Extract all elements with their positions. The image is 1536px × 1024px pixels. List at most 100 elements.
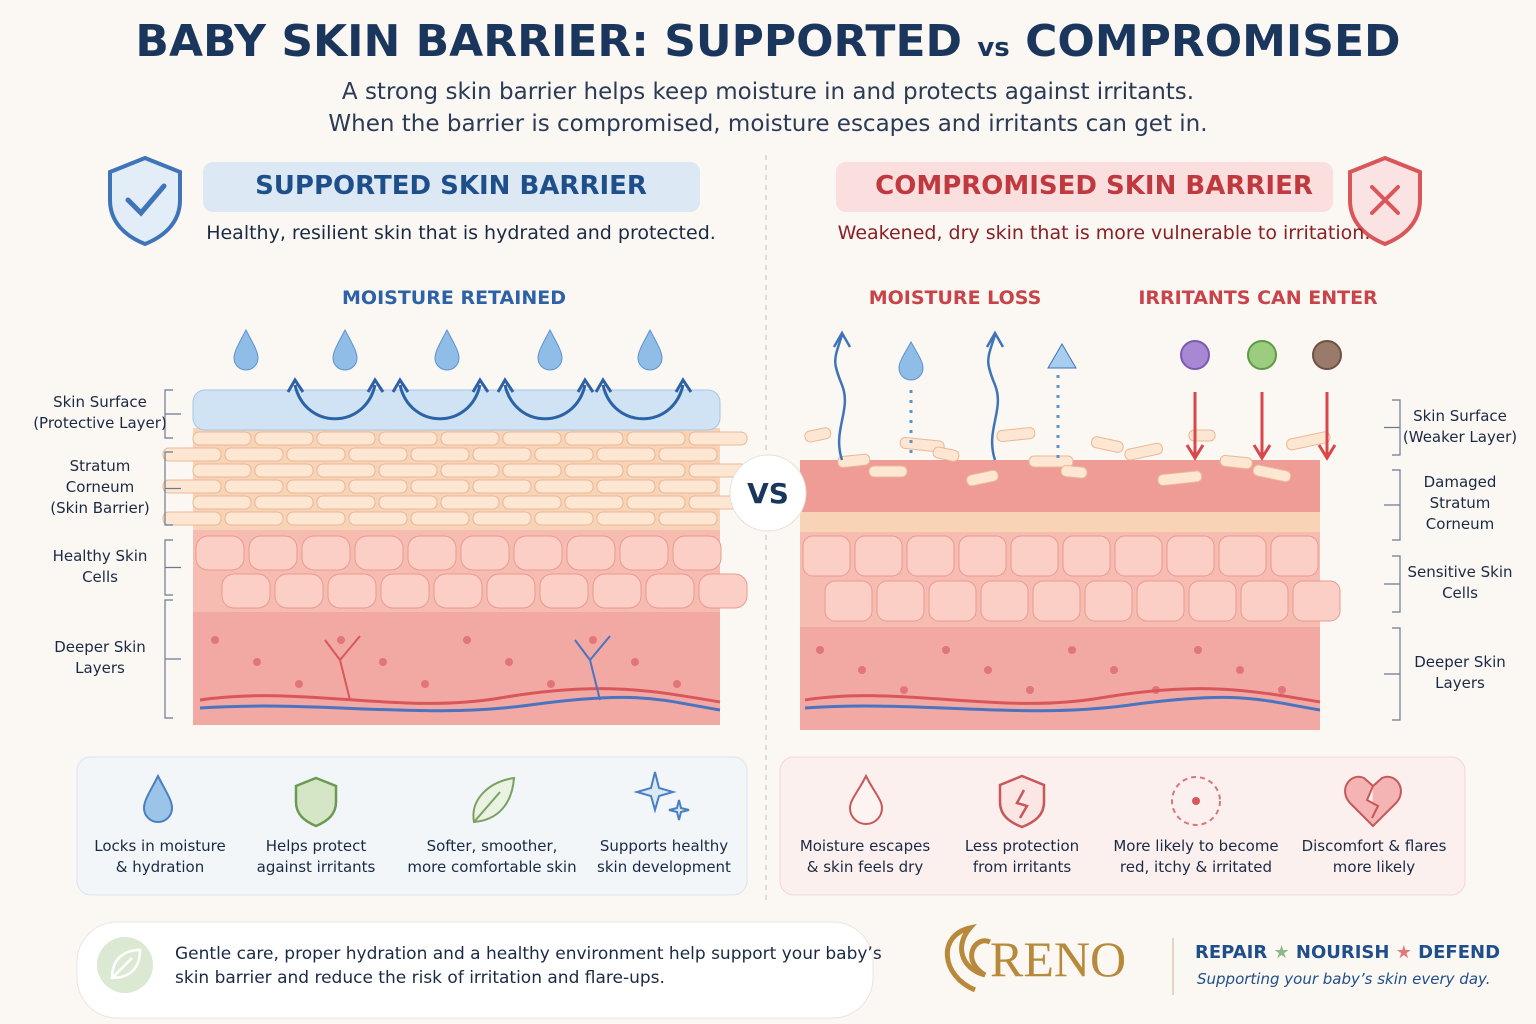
corneum-brick [348, 511, 408, 526]
deep-dot [900, 686, 908, 694]
corneum-brick [286, 447, 346, 462]
corneum-band [800, 512, 1320, 532]
skin-cell [698, 573, 748, 609]
shield-icon [998, 774, 1046, 829]
layer-label-line: Cells [1442, 584, 1478, 602]
layer-label-line: Layers [75, 659, 125, 677]
deep-dot [1236, 666, 1244, 674]
layer-label-line: Deeper Skin [54, 638, 146, 656]
loss-arrow [832, 330, 852, 461]
corneum-brick [596, 479, 656, 494]
note: Gentle care, proper hydration and a heal… [175, 942, 882, 990]
benefit-line: from irritants [972, 858, 1072, 876]
vs-label: VS [747, 477, 789, 510]
corneum-brick [378, 495, 438, 510]
panel-description: Healthy, resilient skin that is hydrated… [206, 222, 716, 244]
diagram-label: MOISTURE LOSS [868, 287, 1042, 309]
corneum-brick [254, 495, 314, 510]
corneum-brick [502, 431, 562, 446]
irritant [1247, 340, 1277, 370]
deep-dot [379, 658, 387, 666]
skin-cell [824, 580, 873, 622]
deep-dot [1026, 686, 1034, 694]
benefit-text: Discomfort & flares more likely [1302, 836, 1447, 878]
retain-arrow [286, 377, 385, 421]
deep-dot [463, 636, 471, 644]
effects-box [779, 756, 1466, 896]
layer-label-line: Corneum [65, 477, 135, 496]
bracket [164, 389, 181, 439]
title-pill [836, 162, 1333, 212]
title-vs: vs [977, 33, 1010, 63]
tagline-item: NOURISH [1295, 942, 1390, 963]
vessel-branch [324, 635, 361, 701]
layer-label-line: Stratum [1429, 494, 1491, 512]
corneum-brick [534, 479, 594, 494]
layer-label-line: Healthy Skin [52, 546, 148, 565]
skin-cell [1136, 580, 1185, 622]
brand: RENO [990, 931, 1127, 987]
layer-label-line: Corneum [1425, 515, 1495, 533]
deep-dot [337, 636, 345, 644]
diagram-label: MOISTURE RETAINED [342, 287, 566, 309]
subtitle: A strong skin barrier helps keep moistur… [341, 79, 1195, 105]
skin-cell [876, 580, 925, 622]
skin-cell [513, 535, 563, 571]
deep-dot [547, 680, 555, 688]
deep-dot [984, 666, 992, 674]
cross-icon [1370, 185, 1400, 215]
corneum-brick [502, 463, 562, 478]
bracket [1384, 627, 1401, 721]
corneum-brick [286, 511, 346, 526]
layer-label-line: Deeper Skin [1414, 653, 1506, 671]
corneum-brick [596, 511, 656, 526]
skin-cell [645, 573, 695, 609]
retain-arrow [391, 377, 490, 421]
deep-dot [673, 680, 681, 688]
water-drop [434, 328, 460, 371]
irritation-dot [1192, 797, 1200, 805]
layer-label-line: Stratum [69, 456, 131, 475]
deep-dot [253, 658, 261, 666]
vessel [199, 695, 721, 713]
corneum-brick [626, 463, 686, 478]
bracket [1384, 555, 1401, 613]
deep-dot [631, 658, 639, 666]
slogan: Supporting your baby’s skin every day. [1197, 970, 1491, 988]
broken-flake [837, 453, 871, 468]
benefit-line: Discomfort & flares [1301, 837, 1447, 855]
bracket [164, 539, 181, 596]
broken-flake [932, 446, 960, 462]
skin-cell [802, 535, 851, 577]
skin-cell [854, 535, 903, 577]
shield-icon [294, 776, 338, 828]
vessel [199, 687, 721, 705]
skin-cell [248, 535, 298, 571]
irritant [1180, 340, 1210, 370]
skin-cell [486, 573, 536, 609]
vs-badge [729, 454, 807, 532]
corneum-brick [410, 479, 470, 494]
broken-flake [868, 465, 908, 478]
skin-cell [592, 573, 642, 609]
skin-cell [274, 573, 324, 609]
corneum-brick [564, 495, 624, 510]
corneum-brick [534, 511, 594, 526]
irritation-icon [1171, 776, 1221, 826]
bracket [1384, 399, 1401, 456]
skin-cell [619, 535, 669, 571]
vessel [804, 695, 1321, 713]
corneum-brick [192, 495, 252, 510]
deep-dot [211, 636, 219, 644]
skin-cell [1240, 580, 1289, 622]
corneum-brick [224, 479, 284, 494]
panel-title: COMPROMISED SKIN BARRIER [875, 171, 1313, 201]
corneum-brick [316, 431, 376, 446]
retain-arrow [594, 377, 693, 421]
deep-layer [800, 625, 1320, 730]
corneum-brick [502, 495, 562, 510]
corneum-brick [254, 463, 314, 478]
skin-cell [566, 535, 616, 571]
benefit-line: Supports healthy [599, 837, 729, 855]
